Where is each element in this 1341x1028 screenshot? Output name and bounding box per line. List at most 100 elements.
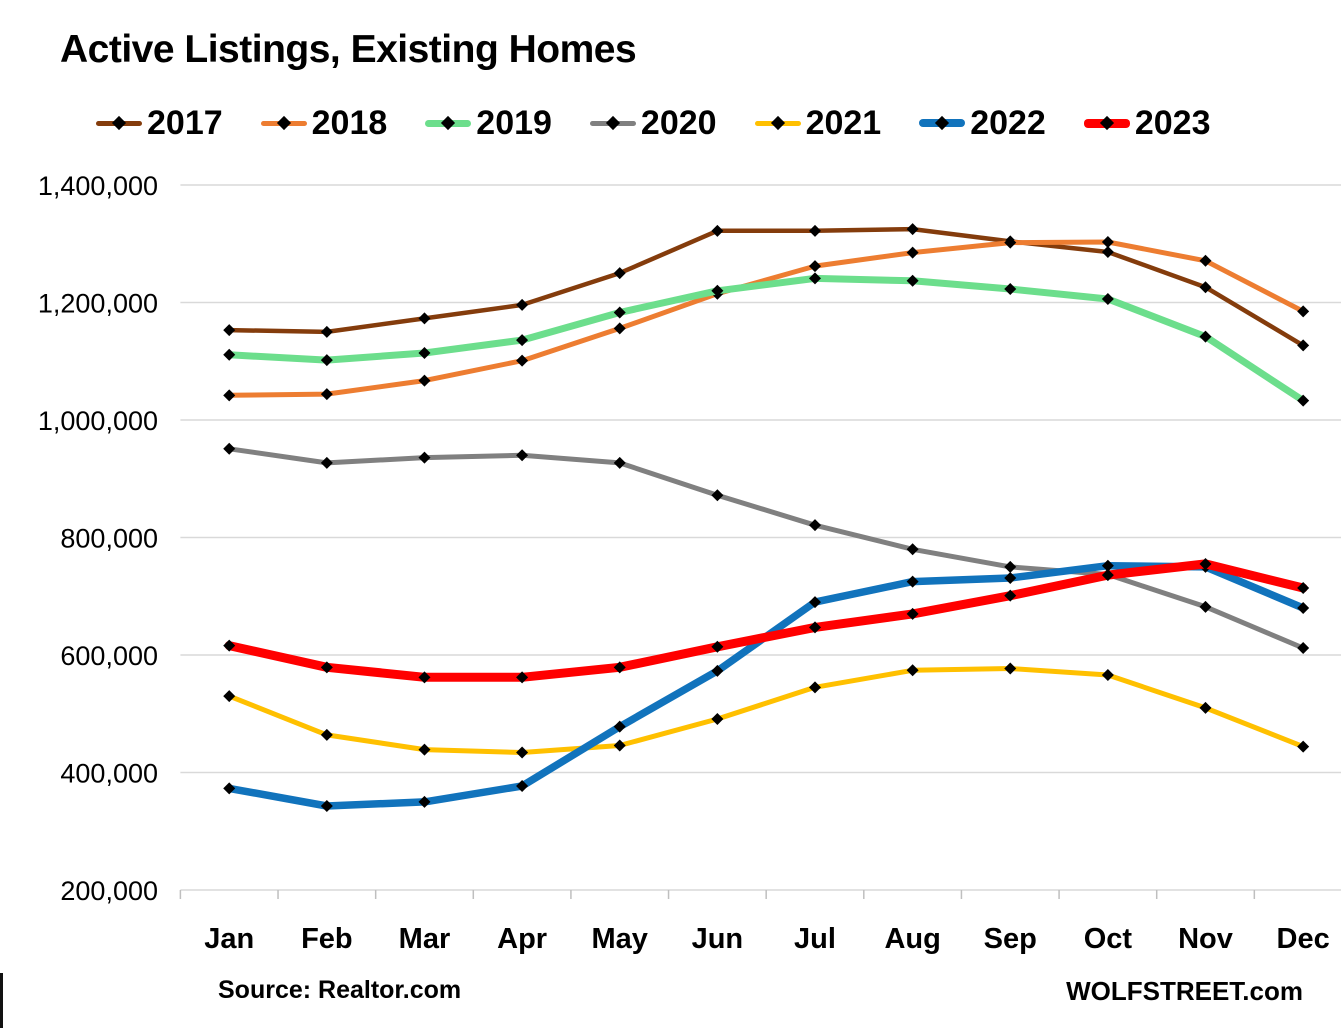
legend-item-2020: 2020 xyxy=(589,104,717,142)
y-axis-tick-label: 1,000,000 xyxy=(38,406,158,436)
data-point-marker-2021 xyxy=(418,743,431,756)
data-point-marker-2020 xyxy=(808,519,821,532)
x-axis-month-label: Mar xyxy=(399,923,451,955)
data-point-marker-2020 xyxy=(223,442,236,455)
data-point-marker-2017 xyxy=(1101,245,1114,258)
data-point-marker-2021 xyxy=(516,746,529,759)
legend-item-2022: 2022 xyxy=(919,106,1046,140)
data-point-marker-2022 xyxy=(1297,602,1310,614)
data-point-marker-2018 xyxy=(320,388,333,401)
data-point-marker-2020 xyxy=(418,451,431,464)
legend-line-swatch xyxy=(589,115,636,131)
data-point-marker-2017 xyxy=(613,267,626,280)
x-axis-month-label: Jul xyxy=(794,923,836,955)
data-point-marker-2020 xyxy=(320,456,333,469)
x-axis-month-label: Jun xyxy=(692,923,744,955)
legend-label: 2021 xyxy=(805,104,882,142)
data-point-marker-2022 xyxy=(320,799,333,812)
data-point-marker-2022 xyxy=(1004,572,1017,585)
data-point-marker-2020 xyxy=(613,456,626,469)
x-axis-month-label: Sep xyxy=(984,923,1037,955)
legend-label: 2023 xyxy=(1134,104,1211,142)
data-point-marker-2021 xyxy=(1199,701,1212,714)
chart-title: Active Listings, Existing Homes xyxy=(60,28,637,71)
x-axis-month-label: Oct xyxy=(1084,923,1133,955)
data-point-marker-2018 xyxy=(1101,235,1114,248)
x-axis-month-label: Jan xyxy=(204,923,254,955)
data-point-marker-2017 xyxy=(1297,339,1310,352)
data-point-marker-2019 xyxy=(1297,394,1310,407)
legend-label: 2020 xyxy=(640,104,717,142)
x-axis-month-label: Apr xyxy=(497,923,547,955)
data-point-marker-2017 xyxy=(418,312,431,325)
legend-line-swatch xyxy=(1083,115,1130,131)
data-point-marker-2022 xyxy=(711,664,724,677)
data-point-marker-2021 xyxy=(1004,662,1017,675)
data-point-marker-2023 xyxy=(1004,589,1017,602)
legend-label: 2019 xyxy=(476,104,552,142)
data-point-marker-2020 xyxy=(516,449,529,462)
legend: 2017 2018 2019 2020 2021 2022 2023 xyxy=(96,106,1296,140)
data-point-marker-2019 xyxy=(516,334,529,347)
data-point-marker-2023 xyxy=(516,671,529,684)
series-line-2019 xyxy=(225,274,1307,405)
data-point-marker-2023 xyxy=(223,639,236,652)
data-point-marker-2022 xyxy=(516,780,529,793)
data-point-marker-2017 xyxy=(1199,281,1212,294)
series-line-2017 xyxy=(226,226,1306,348)
data-point-marker-2018 xyxy=(418,374,431,387)
data-point-marker-2018 xyxy=(1199,254,1212,267)
x-axis-month-label: Aug xyxy=(884,923,940,955)
data-point-marker-2020 xyxy=(906,543,919,556)
data-point-marker-2018 xyxy=(223,389,236,402)
data-point-marker-2019 xyxy=(320,354,333,367)
data-point-marker-2021 xyxy=(1101,668,1114,681)
legend-line-swatch xyxy=(425,115,472,131)
data-point-marker-2017 xyxy=(711,224,724,237)
data-point-marker-2023 xyxy=(906,607,919,620)
data-point-marker-2019 xyxy=(808,272,821,285)
data-point-marker-2022 xyxy=(906,575,919,588)
data-point-marker-2021 xyxy=(711,713,724,726)
legend-line-swatch xyxy=(260,115,307,131)
data-point-marker-2017 xyxy=(906,223,919,236)
data-point-marker-2019 xyxy=(1101,292,1114,305)
y-axis-tick-label: 1,200,000 xyxy=(38,289,158,319)
x-axis-month-label: Feb xyxy=(301,923,353,955)
data-point-marker-2017 xyxy=(320,325,333,338)
data-point-marker-2021 xyxy=(1297,740,1310,753)
data-point-marker-2022 xyxy=(1101,559,1114,572)
x-axis-month-label: May xyxy=(592,923,648,955)
legend-item-2021: 2021 xyxy=(754,104,882,142)
left-edge-artifact xyxy=(0,973,3,1028)
data-point-marker-2020 xyxy=(1004,560,1017,573)
legend-line-swatch xyxy=(754,115,801,131)
data-point-marker-2018 xyxy=(906,246,919,259)
data-point-marker-2017 xyxy=(516,298,529,311)
x-axis-month-label: Dec xyxy=(1277,923,1330,955)
data-point-marker-2020 xyxy=(1199,600,1212,613)
data-point-marker-2023 xyxy=(711,640,724,653)
data-point-marker-2022 xyxy=(808,596,821,609)
data-point-marker-2021 xyxy=(320,728,333,741)
legend-label: 2022 xyxy=(970,104,1046,142)
data-point-marker-2023 xyxy=(1297,582,1310,595)
legend-label: 2017 xyxy=(147,104,223,142)
data-point-marker-2019 xyxy=(418,347,431,360)
data-point-marker-2020 xyxy=(711,489,724,502)
legend-item-2018: 2018 xyxy=(260,104,388,142)
legend-label: 2018 xyxy=(311,104,388,142)
legend-line-swatch xyxy=(919,115,966,131)
data-point-marker-2017 xyxy=(223,324,236,337)
data-point-marker-2021 xyxy=(223,690,236,703)
data-point-marker-2023 xyxy=(1199,557,1212,570)
data-point-marker-2019 xyxy=(711,284,724,297)
data-point-marker-2017 xyxy=(808,224,821,237)
data-point-marker-2018 xyxy=(613,322,626,335)
series-line-2023 xyxy=(224,559,1308,682)
legend-item-2023: 2023 xyxy=(1083,104,1211,142)
data-point-marker-2023 xyxy=(418,671,431,684)
data-point-marker-2021 xyxy=(808,681,821,694)
data-point-marker-2018 xyxy=(808,260,821,273)
